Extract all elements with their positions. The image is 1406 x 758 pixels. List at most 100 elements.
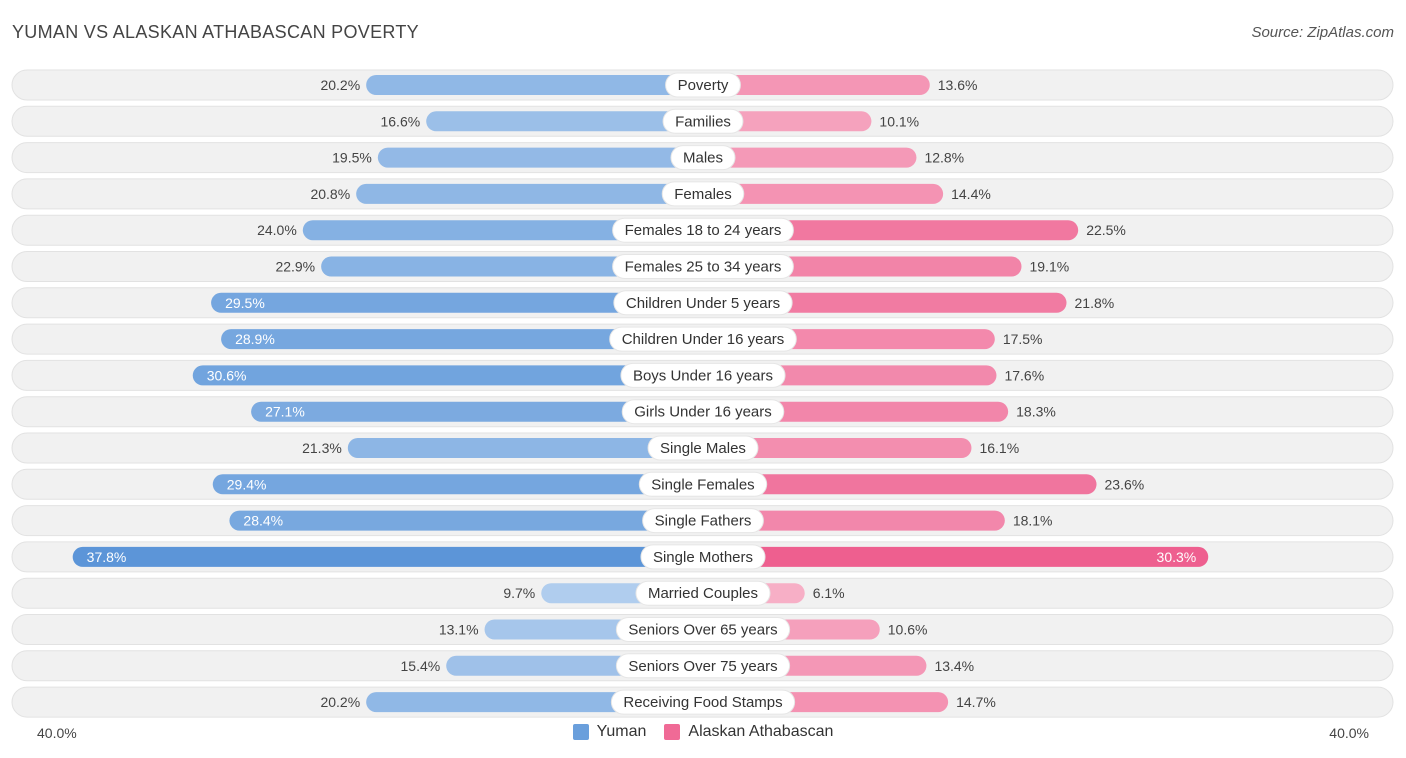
category-label: Single Females: [651, 476, 754, 493]
legend-swatch-yuman: [572, 724, 589, 740]
value-label-alaskan-athabascan: 22.5%: [1086, 222, 1126, 238]
category-pill: [613, 290, 793, 316]
category-pill: [665, 72, 741, 98]
bar-yuman: [251, 401, 704, 422]
bar-yuman: [366, 75, 703, 95]
bar-alaskan-athabascan: [703, 292, 1067, 313]
bar-alaskan-athabascan: [703, 75, 930, 95]
bar-yuman: [347, 438, 703, 458]
value-label-yuman: 29.4%: [227, 476, 267, 492]
source-credit: Source: ZipAtlas.com: [1251, 24, 1394, 41]
category-pill: [615, 617, 791, 642]
legend: Yuman Alaskan Athabascan: [0, 723, 1406, 741]
value-label-yuman: 20.2%: [320, 77, 360, 93]
value-label-alaskan-athabascan: 18.1%: [1013, 513, 1053, 529]
value-label-yuman: 29.5%: [225, 295, 265, 311]
bar-alaskan-athabascan: [703, 147, 917, 168]
value-label-yuman: 16.6%: [380, 113, 420, 129]
value-label-alaskan-athabascan: 21.8%: [1075, 295, 1115, 311]
value-label-yuman: 28.9%: [235, 331, 275, 347]
category-label: Females 25 to 34 years: [625, 259, 782, 276]
value-label-alaskan-athabascan: 17.6%: [1004, 367, 1044, 383]
axis-right-label: 40.0%: [1329, 725, 1369, 741]
category-label: Single Fathers: [655, 513, 752, 530]
category-pill: [662, 108, 744, 134]
bar-yuman: [192, 365, 703, 386]
value-label-yuman: 24.0%: [257, 222, 297, 238]
category-label: Single Males: [660, 440, 746, 457]
category-pill: [638, 471, 768, 497]
category-pill: [642, 508, 764, 534]
value-label-yuman: 21.3%: [302, 440, 342, 456]
bar-yuman: [377, 147, 703, 168]
value-label-yuman: 20.8%: [310, 186, 350, 202]
category-label: Children Under 16 years: [622, 331, 785, 348]
value-label-yuman: 28.4%: [243, 513, 283, 529]
legend-label-alaskan-athabascan: Alaskan Athabascan: [688, 723, 834, 740]
legend-item-alaskan-athabascan[interactable]: Alaskan Athabascan: [664, 723, 833, 741]
category-pill: [621, 399, 785, 425]
value-label-alaskan-athabascan: 14.7%: [956, 694, 996, 710]
bar-yuman: [221, 329, 703, 350]
bar-alaskan-athabascan: [703, 220, 1079, 241]
bar-alaskan-athabascan: [703, 111, 872, 132]
value-label-yuman: 19.5%: [332, 150, 372, 166]
category-label: Seniors Over 75 years: [628, 658, 777, 675]
value-label-yuman: 13.1%: [439, 622, 479, 638]
value-label-yuman: 9.7%: [503, 585, 535, 601]
bar-yuman: [212, 474, 703, 495]
category-label: Girls Under 16 years: [634, 404, 772, 421]
category-pill: [647, 435, 759, 461]
bar-yuman: [72, 546, 703, 567]
value-label-alaskan-athabascan: 6.1%: [813, 585, 845, 601]
bar-alaskan-athabascan: [703, 510, 1005, 531]
chart-area: 20.2% 13.6% Poverty 16.6% 10.1% Families 19.5%…: [11, 69, 1394, 718]
value-label-yuman: 15.4%: [401, 658, 441, 674]
legend-swatch-alaskan-athabascan: [664, 724, 681, 740]
value-label-alaskan-athabascan: 18.3%: [1016, 404, 1056, 420]
value-label-alaskan-athabascan: 13.6%: [938, 77, 978, 93]
category-label: Females: [674, 186, 732, 203]
value-label-alaskan-athabascan: 10.6%: [888, 622, 928, 638]
category-pill: [635, 580, 771, 606]
bar-alaskan-athabascan: [703, 183, 944, 204]
category-pill: [640, 544, 766, 570]
bar-yuman: [302, 220, 703, 241]
category-pill: [610, 689, 796, 715]
chart-title: YUMAN VS ALASKAN ATHABASCAN POVERTY: [12, 22, 419, 42]
value-label-alaskan-athabascan: 12.8%: [924, 150, 964, 166]
category-pill: [620, 362, 786, 388]
category-label: Receiving Food Stamps: [623, 694, 782, 711]
bar-yuman: [211, 292, 703, 313]
category-label: Married Couples: [648, 585, 758, 602]
value-label-yuman: 30.6%: [207, 367, 247, 383]
category-pill: [612, 254, 794, 279]
value-label-alaskan-athabascan: 10.1%: [879, 113, 919, 129]
category-pill: [609, 326, 797, 352]
value-label-alaskan-athabascan: 19.1%: [1029, 259, 1069, 275]
value-label-alaskan-athabascan: 30.3%: [1157, 549, 1197, 565]
category-label: Seniors Over 65 years: [628, 622, 777, 639]
value-label-alaskan-athabascan: 13.4%: [934, 658, 974, 674]
value-label-alaskan-athabascan: 23.6%: [1105, 476, 1145, 492]
legend-label-yuman: Yuman: [596, 723, 647, 740]
bar-alaskan-athabascan: [703, 438, 972, 458]
category-label: Boys Under 16 years: [633, 367, 773, 384]
category-pill: [661, 181, 745, 207]
value-label-yuman: 27.1%: [265, 404, 305, 420]
category-label: Single Mothers: [653, 549, 753, 566]
category-pill: [670, 145, 736, 171]
legend-item-yuman[interactable]: Yuman: [572, 723, 647, 741]
bar-alaskan-athabascan: [703, 474, 1097, 495]
value-label-alaskan-athabascan: 16.1%: [979, 440, 1019, 456]
value-label-yuman: 20.2%: [320, 694, 360, 710]
bar-yuman: [321, 256, 703, 277]
category-pill: [615, 653, 791, 679]
bar-yuman: [426, 111, 703, 132]
bar-yuman: [356, 183, 703, 204]
bar-yuman: [229, 510, 703, 531]
value-label-alaskan-athabascan: 14.4%: [951, 186, 991, 202]
category-label: Families: [675, 113, 731, 130]
category-pill: [612, 217, 794, 243]
axis-left-label: 40.0%: [37, 725, 77, 741]
